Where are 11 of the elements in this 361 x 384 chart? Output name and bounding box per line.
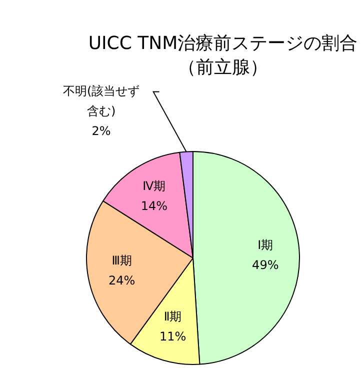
data-label: 11% [159,330,186,344]
slice-label: Ⅲ期 [112,254,132,268]
slice-label: Ⅰ期 [258,238,274,252]
data-label: 24% [108,274,136,288]
slice-label: Ⅳ期 [142,178,166,193]
data-label: 49% [252,258,279,272]
chart-title: UICC TNM治療前ステージの割合（前立腺） [88,32,358,80]
data-label: 14% [140,198,168,213]
slice-label: 不明(該当せず含む) [62,84,140,118]
slice-label: Ⅱ期 [164,310,182,324]
data-label: 2% [92,124,111,138]
